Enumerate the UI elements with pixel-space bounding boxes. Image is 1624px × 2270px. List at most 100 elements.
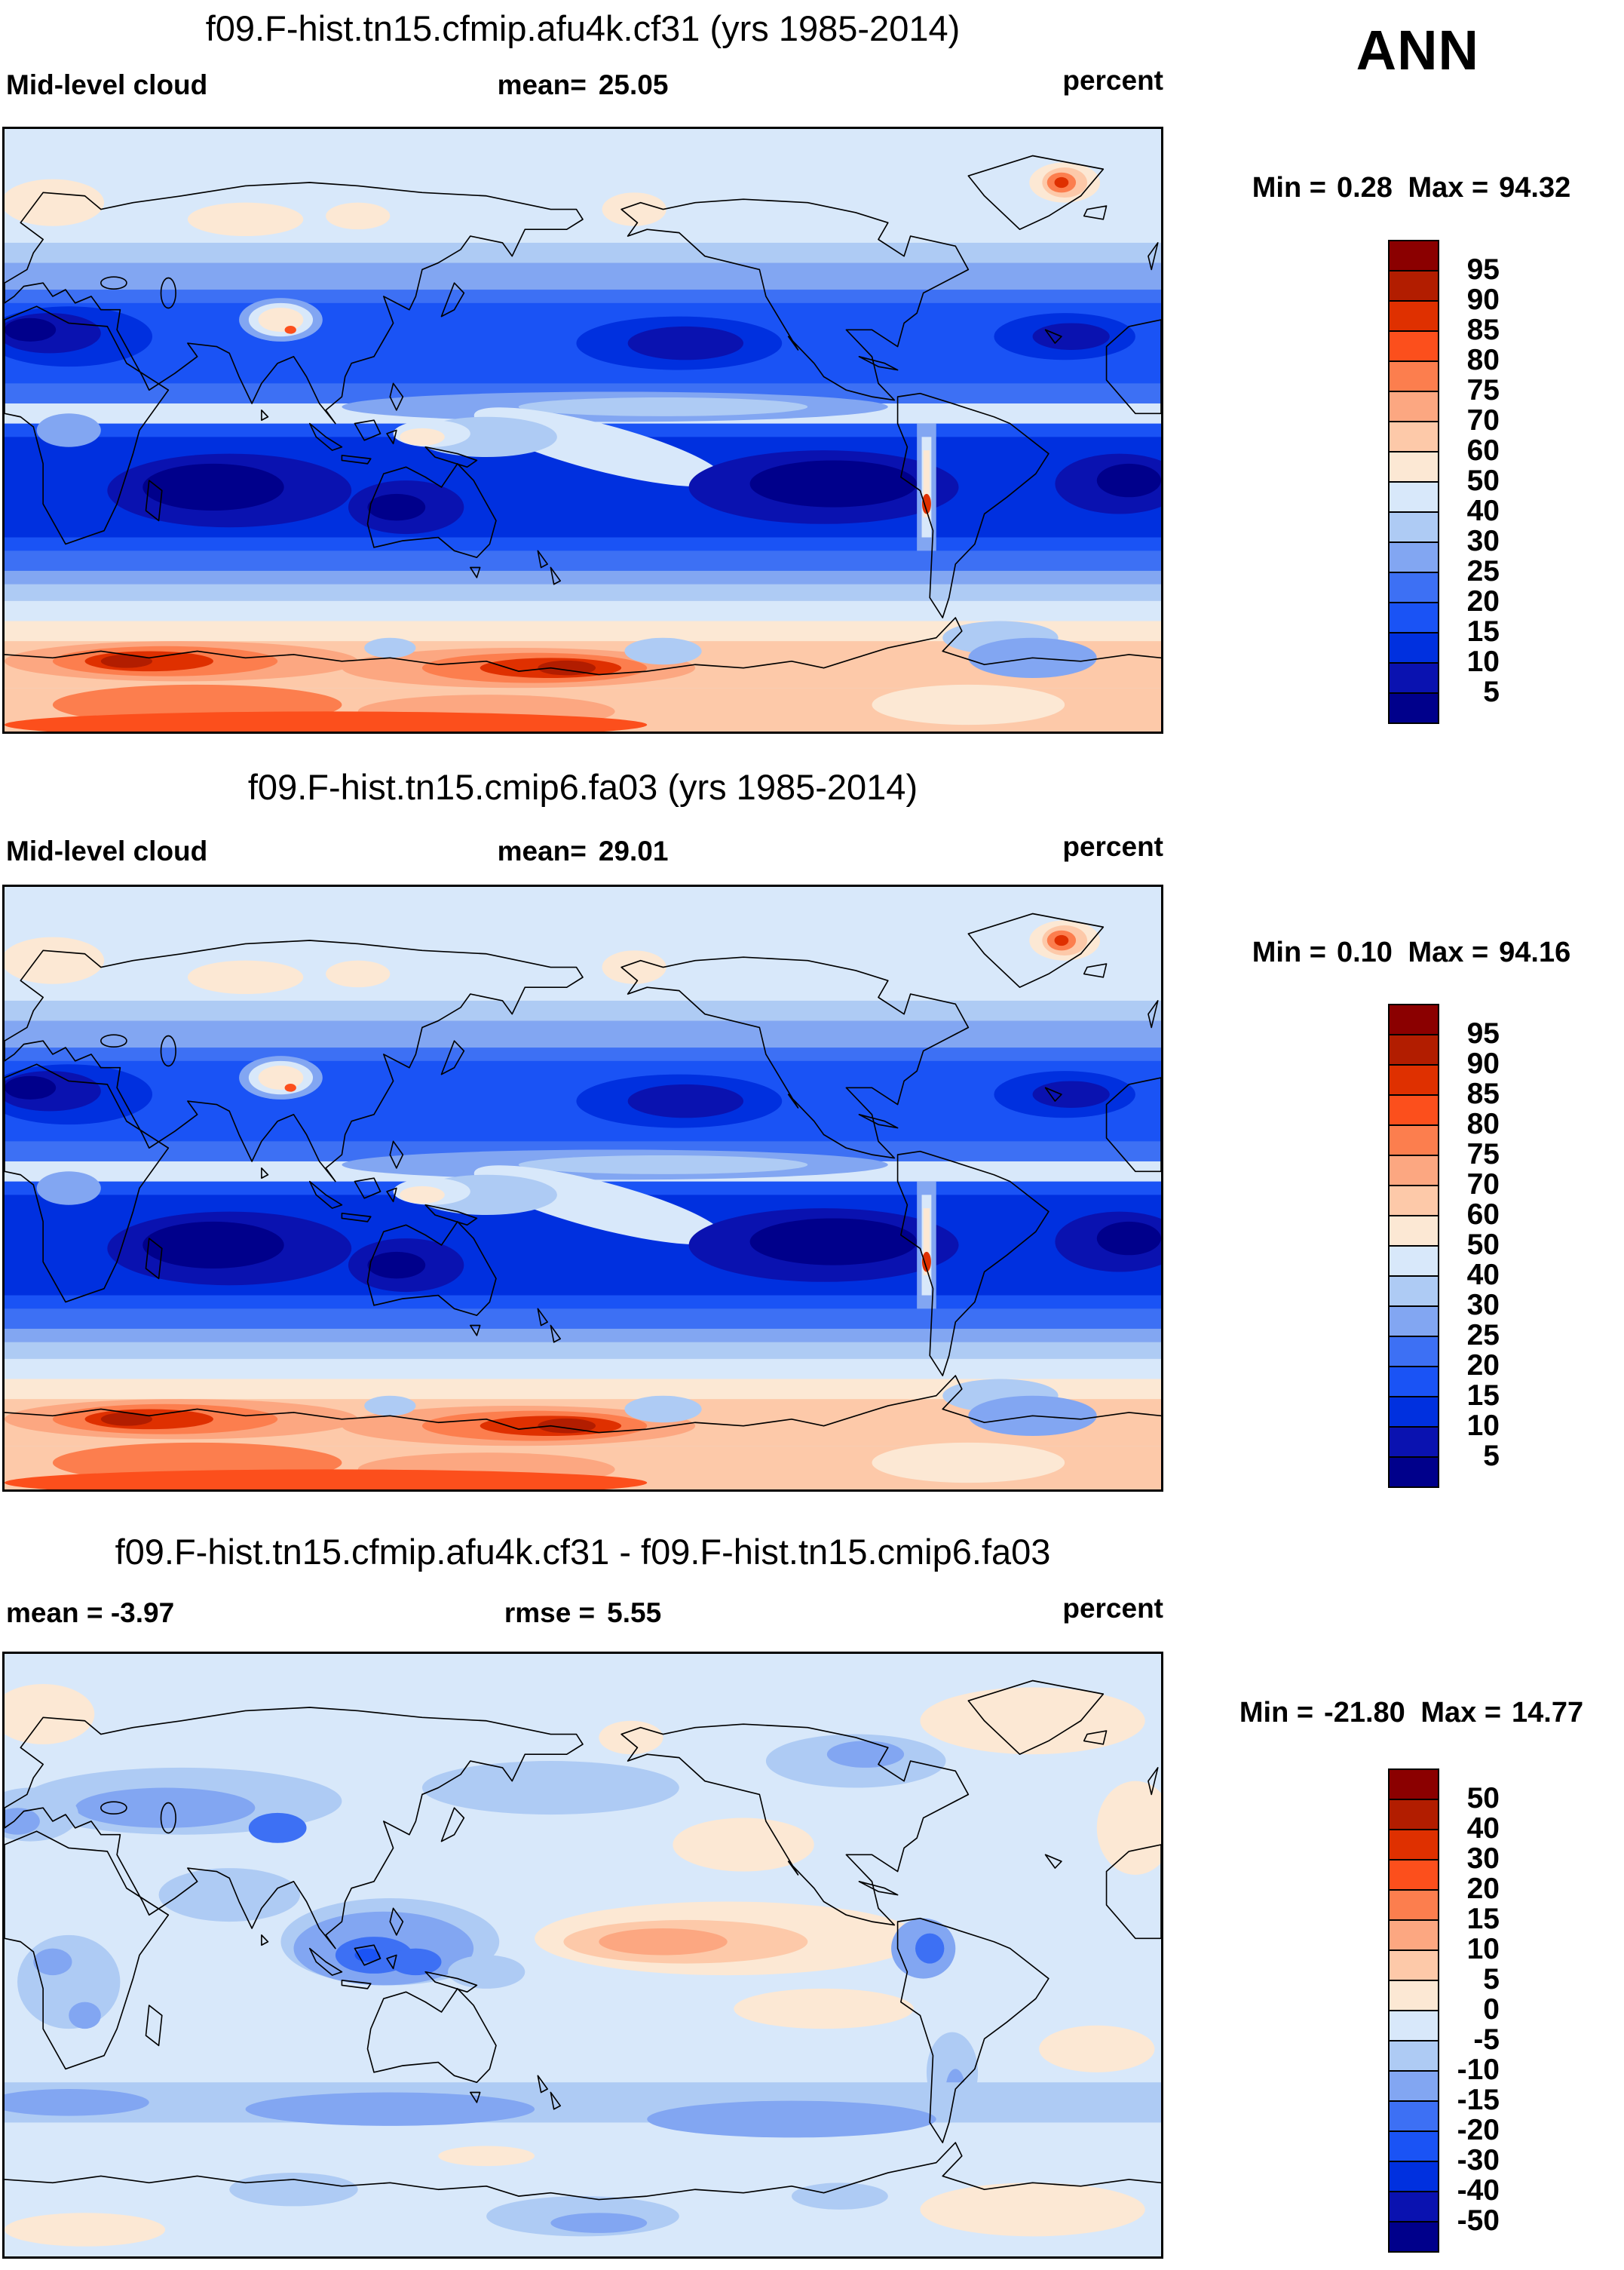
colorbar-tick-label: 95 [1466,253,1500,286]
colorbar-tick-label: 60 [1466,1198,1500,1231]
panel3-map [2,1652,1163,2259]
panel1-colorbar [1388,240,1439,724]
colorbar-tick-label: -50 [1457,2204,1500,2237]
colorbar-segment [1390,1366,1438,1396]
colorbar-segment [1390,2100,1438,2130]
panel3-stat-row: mean = -3.97 rmse = 5.55 percent [2,1593,1163,1630]
colorbar-segment [1390,2221,1438,2251]
colorbar-segment [1390,1829,1438,1859]
colorbar-tick-label: -15 [1457,2084,1500,2116]
colorbar-segment [1390,1124,1438,1155]
colorbar-tick-label: 5 [1483,676,1500,708]
colorbar-segment [1390,1980,1438,2010]
colorbar-tick-label: 5 [1483,1963,1500,1995]
colorbar-tick-label: -20 [1457,2114,1500,2146]
colorbar-segment [1390,1919,1438,1949]
colorbar-tick-label: 90 [1466,284,1500,316]
season-label: ANN [1356,19,1479,81]
colorbar-tick-label: -5 [1473,2023,1500,2056]
colorbar-tick-label: 60 [1466,434,1500,467]
colorbar-tick-label: 40 [1466,1259,1500,1291]
colorbar-segment [1390,1245,1438,1275]
colorbar-tick-label: 30 [1466,525,1500,557]
colorbar-tick-label: 20 [1466,1349,1500,1382]
panel1-title: f09.F-hist.tn15.cfmip.afu4k.cf31 (yrs 19… [205,8,961,48]
colorbar-tick-label: 40 [1466,495,1500,527]
colorbar-tick-label: 80 [1466,1108,1500,1140]
colorbar-segment [1390,1456,1438,1486]
panel1-units-label: percent [1062,65,1163,96]
colorbar-segment [1390,1185,1438,1215]
colorbar-tick-label: 15 [1466,1379,1500,1412]
colorbar-segment [1390,1396,1438,1426]
colorbar-segment [1390,1889,1438,1919]
colorbar-tick-label: 10 [1466,1410,1500,1442]
colorbar-segment [1390,1770,1438,1799]
panel2-map-svg [5,887,1161,1489]
panel1-map-svg [5,129,1161,732]
colorbar-segment [1390,1949,1438,1980]
panel3-mean: mean = -3.97 [6,1597,175,1628]
colorbar-segment [1390,360,1438,391]
colorbar-tick-label: 30 [1466,1289,1500,1321]
colorbar-tick-label: 95 [1466,1017,1500,1050]
colorbar-tick-label: 75 [1466,374,1500,406]
colorbar-tick-label: 70 [1466,404,1500,437]
colorbar-tick-label: -10 [1457,2054,1500,2086]
colorbar-segment [1390,2010,1438,2040]
colorbar-tick-label: 10 [1466,1933,1500,1965]
colorbar-tick-label: 0 [1483,1993,1500,2026]
colorbar-tick-label: 15 [1466,1903,1500,1935]
colorbar-tick-label: 20 [1466,1873,1500,1905]
colorbar-segment [1390,1799,1438,1829]
colorbar-segment [1390,270,1438,300]
panel3-units-label: percent [1062,1593,1163,1624]
colorbar-segment [1390,511,1438,541]
colorbar-tick-label: 75 [1466,1138,1500,1170]
colorbar-segment [1390,541,1438,572]
colorbar-segment [1390,1034,1438,1064]
colorbar-segment [1390,2130,1438,2161]
panel2-colorbar [1388,1004,1439,1488]
colorbar-tick-label: 15 [1466,615,1500,648]
panel2-title: f09.F-hist.tn15.cmip6.fa03 (yrs 1985-201… [247,767,918,807]
colorbar-segment [1390,1005,1438,1034]
colorbar-segment [1390,451,1438,481]
colorbar-segment [1390,2070,1438,2100]
colorbar-tick-label: 90 [1466,1048,1500,1080]
colorbar-segment [1390,391,1438,421]
colorbar-segment [1390,1155,1438,1185]
panel3-colorbar-labels: 50 40 30 20 15 10 5 0 -5 -10 -15 -20 -30 -40 -50 [1442,1768,1500,2253]
panel2-variable-label: Mid-level cloud [6,836,208,867]
panel3-minmax: Min = -21.80 Max = 14.77 [1239,1697,1584,1729]
colorbar-segment [1390,1064,1438,1094]
panel2-stat-row: Mid-level cloud mean= 29.01 percent [2,831,1163,869]
panel1-stat-row: Mid-level cloud mean= 25.05 percent [2,65,1163,103]
panel3-rmse: rmse = 5.55 [504,1597,662,1628]
colorbar-tick-label: 5 [1483,1440,1500,1472]
colorbar-tick-label: -40 [1457,2174,1500,2207]
panel1-colorbar-labels: 95 90 85 80 75 70 60 50 40 30 25 20 15 10 5 [1442,240,1500,724]
colorbar-segment [1390,481,1438,511]
colorbar-segment [1390,632,1438,662]
colorbar-tick-label: 50 [1466,1229,1500,1261]
colorbar-segment [1390,300,1438,330]
colorbar-segment [1390,421,1438,451]
colorbar-tick-label: 30 [1466,1842,1500,1875]
panel3-title: f09.F-hist.tn15.cfmip.afu4k.cf31 - f09.F… [115,1532,1051,1572]
colorbar-tick-label: 85 [1466,314,1500,346]
colorbar-tick-label: 25 [1466,555,1500,587]
colorbar-segment [1390,330,1438,360]
colorbar-segment [1390,1336,1438,1366]
panel2-minmax: Min = 0.10 Max = 94.16 [1252,937,1571,968]
panel2-colorbar-labels: 95 90 85 80 75 70 60 50 40 30 25 20 15 10 5 [1442,1004,1500,1488]
colorbar-segment [1390,2161,1438,2191]
colorbar-tick-label: 40 [1466,1812,1500,1845]
panel3-colorbar [1388,1768,1439,2253]
colorbar-segment [1390,1094,1438,1124]
colorbar-tick-label: 25 [1466,1319,1500,1351]
colorbar-segment [1390,241,1438,270]
colorbar-tick-label: 85 [1466,1078,1500,1110]
colorbar-tick-label: 50 [1466,465,1500,497]
colorbar-segment [1390,572,1438,602]
